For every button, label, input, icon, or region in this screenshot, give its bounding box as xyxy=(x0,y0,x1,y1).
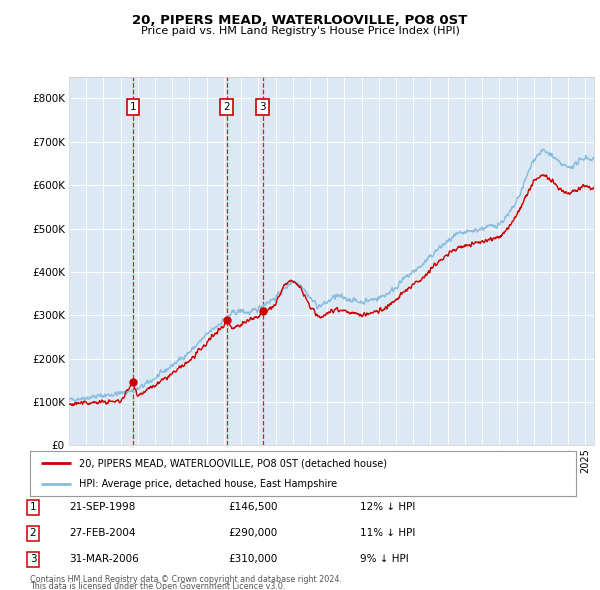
Text: 12% ↓ HPI: 12% ↓ HPI xyxy=(360,503,415,512)
Text: 1: 1 xyxy=(130,102,136,112)
Text: 20, PIPERS MEAD, WATERLOOVILLE, PO8 0ST (detached house): 20, PIPERS MEAD, WATERLOOVILLE, PO8 0ST … xyxy=(79,458,387,468)
Text: 2: 2 xyxy=(223,102,230,112)
Text: Price paid vs. HM Land Registry's House Price Index (HPI): Price paid vs. HM Land Registry's House … xyxy=(140,26,460,35)
Text: £290,000: £290,000 xyxy=(228,529,277,538)
Text: 31-MAR-2006: 31-MAR-2006 xyxy=(69,555,139,564)
Text: 21-SEP-1998: 21-SEP-1998 xyxy=(69,503,136,512)
Text: 20, PIPERS MEAD, WATERLOOVILLE, PO8 0ST: 20, PIPERS MEAD, WATERLOOVILLE, PO8 0ST xyxy=(133,14,467,27)
Text: 1: 1 xyxy=(29,503,37,512)
Text: This data is licensed under the Open Government Licence v3.0.: This data is licensed under the Open Gov… xyxy=(30,582,286,590)
Text: £310,000: £310,000 xyxy=(228,555,277,564)
Text: 3: 3 xyxy=(29,555,37,564)
Text: 27-FEB-2004: 27-FEB-2004 xyxy=(69,529,136,538)
Text: £146,500: £146,500 xyxy=(228,503,277,512)
Text: 9% ↓ HPI: 9% ↓ HPI xyxy=(360,555,409,564)
Text: 3: 3 xyxy=(259,102,266,112)
Text: Contains HM Land Registry data © Crown copyright and database right 2024.: Contains HM Land Registry data © Crown c… xyxy=(30,575,342,584)
Text: 11% ↓ HPI: 11% ↓ HPI xyxy=(360,529,415,538)
Text: 2: 2 xyxy=(29,529,37,538)
Text: HPI: Average price, detached house, East Hampshire: HPI: Average price, detached house, East… xyxy=(79,478,337,489)
